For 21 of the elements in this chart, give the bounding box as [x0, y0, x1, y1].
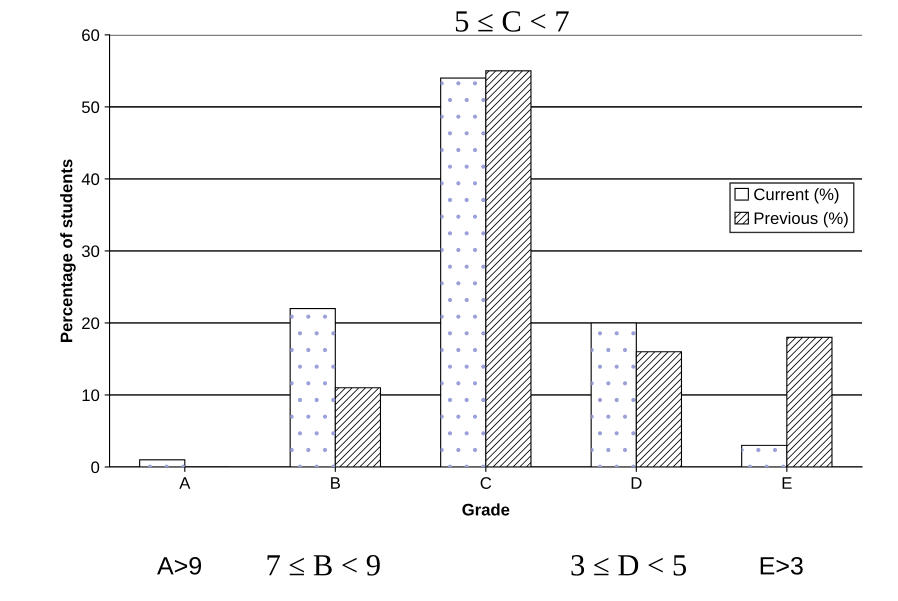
x-tick-label: C: [480, 477, 492, 489]
legend-label: Previous (%): [754, 212, 848, 228]
legend-label: Current (%): [754, 188, 838, 204]
y-tick-label: 20: [82, 317, 100, 330]
text: E>3: [760, 556, 803, 575]
y-tick-label: 0: [91, 461, 100, 474]
text: 3 ≤ D < 5: [571, 555, 686, 576]
text: 5 ≤ C < 7: [456, 11, 569, 32]
y-tick-label: 10: [82, 389, 100, 402]
x-tick-label: D: [632, 477, 642, 489]
x-tick-label: A: [179, 477, 190, 489]
y-tick-label: 30: [82, 245, 100, 258]
x-tick-label: E: [782, 477, 792, 489]
text: 7 ≤ B < 9: [268, 555, 380, 576]
y-axis-title: Percentage of students: [60, 159, 76, 342]
y-tick-label: 60: [82, 29, 100, 42]
x-tick-label: B: [331, 477, 340, 489]
x-axis-title: Grade: [462, 503, 510, 516]
y-tick-label: 40: [82, 173, 100, 186]
y-tick-label: 50: [82, 101, 100, 114]
text: A>9: [157, 556, 202, 575]
